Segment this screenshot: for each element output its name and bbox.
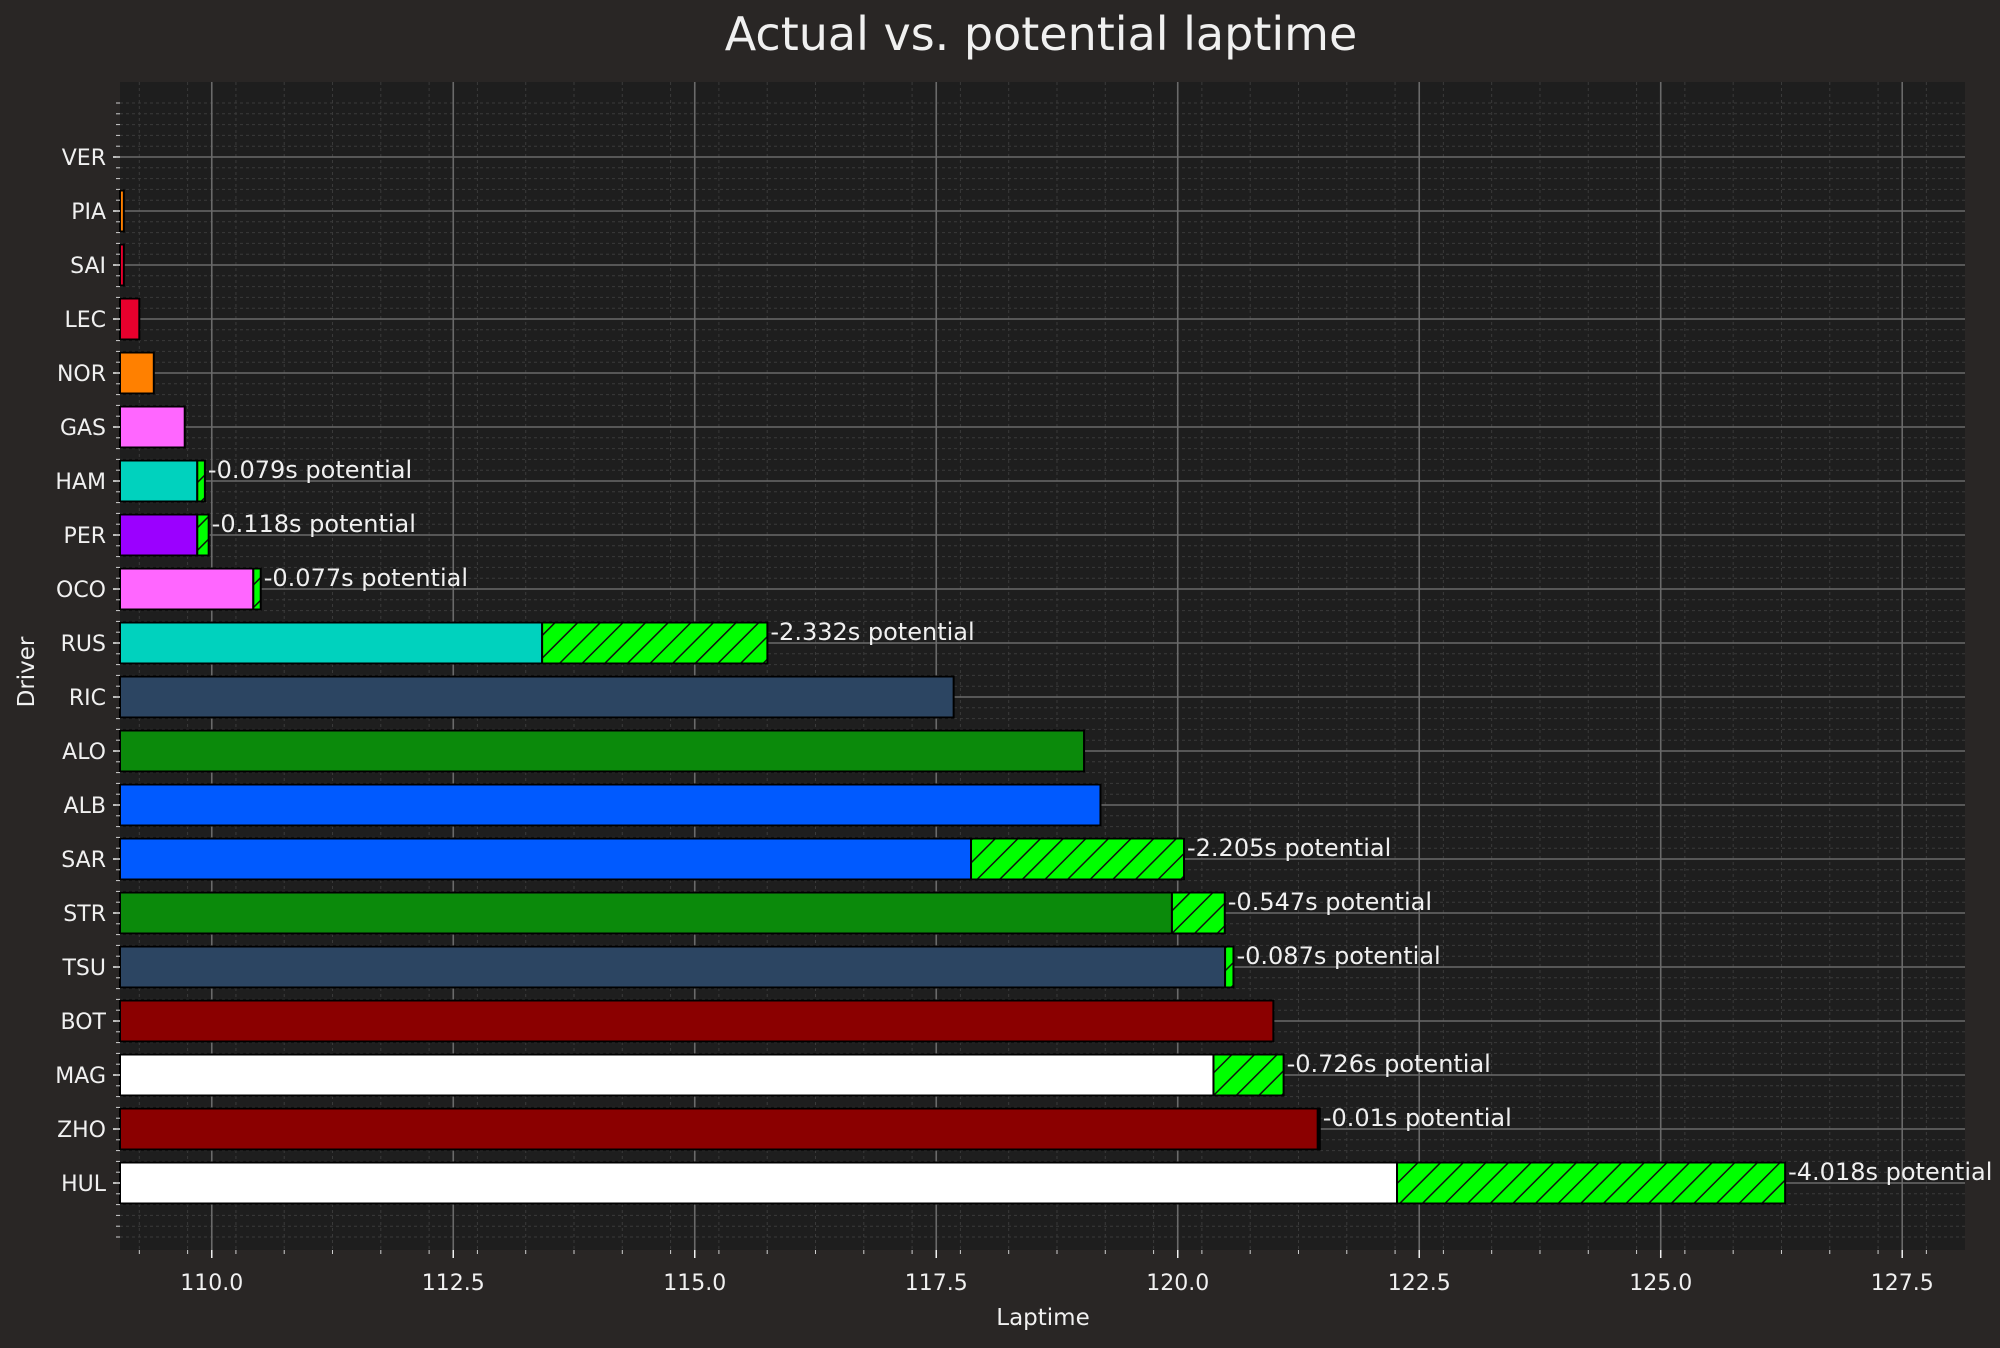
y-tick-label: HUL [61,1172,107,1197]
bar-annotation: -0.118s potential [212,510,416,538]
y-tick-label: PER [64,524,106,549]
bar-potential [970,837,1186,881]
bar-potential [252,567,262,611]
y-tick-label: NOR [57,362,106,387]
bar-actual [119,729,1086,773]
bar-annotation: -0.547s potential [1228,888,1432,916]
y-axis: VER PIA SAI LEC NOR GAS HAM PER OCO RUS RIC ALO ALB S… [55,102,120,1238]
bar-annotation: -0.077s potential [264,564,468,592]
bar-actual [119,999,1275,1043]
y-tick-label: SAR [61,848,106,873]
x-tick-label: 117.5 [905,1271,968,1296]
x-tick-label: 120.0 [1146,1271,1209,1296]
bar-potential [196,513,210,557]
bar-potential [541,621,769,665]
bar-potential [1224,945,1235,989]
chart-title: Actual vs. potential laptime [725,7,1358,61]
bar-annotation: -2.332s potential [770,618,974,646]
bar-annotation: -0.079s potential [208,456,412,484]
y-tick-label: ALB [64,794,106,819]
bar-actual [119,459,199,503]
y-tick-label: HAM [55,470,106,495]
y-tick-label: MAG [55,1064,106,1089]
bar-actual [119,1107,1319,1151]
y-tick-label: PIA [71,200,106,225]
bar-annotation: -0.726s potential [1287,1050,1491,1078]
bar-potential [1396,1161,1787,1205]
y-tick-label: VER [62,146,106,171]
y-tick-label: OCO [56,578,106,603]
bar-actual [119,621,544,665]
bar-actual [119,567,255,611]
y-tick-label: LEC [64,308,106,333]
bar-actual [119,351,155,395]
bar-actual [119,891,1173,935]
bar-annotation: -0.087s potential [1236,942,1440,970]
y-tick-label: RUS [61,632,106,657]
bar-actual [119,945,1227,989]
bars-group: -0.079s potential -0.118s potential -0.077… [119,189,1992,1205]
bar-actual [119,1161,1399,1205]
y-tick-label: ZHO [57,1118,106,1143]
x-tick-label: 112.5 [422,1271,485,1296]
y-tick-label: BOT [61,1010,107,1035]
bar-actual [119,243,125,287]
bar-actual [119,783,1102,827]
bar-actual [119,405,186,449]
bar-actual [119,675,955,719]
bar-actual [119,297,141,341]
x-tick-label: 115.0 [663,1271,726,1296]
x-tick-label: 125.0 [1629,1271,1692,1296]
bar-actual [119,513,199,557]
bar-annotation: -2.205s potential [1187,834,1391,862]
y-tick-label: RIC [69,686,106,711]
x-tick-label: 122.5 [1388,1271,1451,1296]
y-axis-label: Driver [14,636,40,707]
x-axis-label: Laptime [996,1305,1089,1331]
bar-annotation: -4.018s potential [1788,1158,1992,1186]
y-tick-label: STR [63,902,106,927]
bar-actual [119,837,973,881]
y-tick-label: TSU [61,956,106,981]
bar-actual [119,189,125,233]
bar-potential [1212,1053,1285,1097]
bar-actual [119,1053,1215,1097]
bar-potential [1316,1107,1321,1151]
bar-annotation: -0.01s potential [1323,1104,1512,1132]
bar-potential [196,459,206,503]
y-tick-label: ALO [62,740,106,765]
x-axis: 110.0 112.5 115.0 117.5 120.0 122.5 125.0 127.5 [138,1250,1934,1296]
bar-potential [1170,891,1226,935]
x-tick-label: 127.5 [1871,1271,1934,1296]
y-tick-label: GAS [60,416,106,441]
x-tick-label: 110.0 [180,1271,243,1296]
y-tick-label: SAI [70,254,106,279]
